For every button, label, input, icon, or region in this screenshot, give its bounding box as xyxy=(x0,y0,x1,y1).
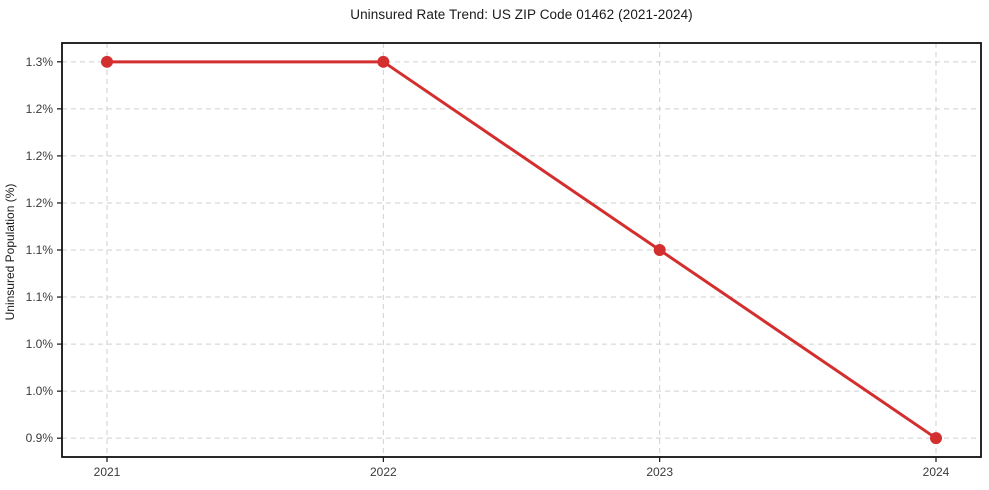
axes: 1.3% 1.2% 1.2% 1.2% 1.1% 1.1% 1.0% 1.0% 0.9% 2021… xyxy=(26,42,982,479)
data-point xyxy=(930,432,942,445)
y-tick-label: 1.0% xyxy=(26,384,54,398)
y-tick-label: 1.3% xyxy=(26,55,54,69)
gridlines xyxy=(62,43,981,457)
y-axis-label: Uninsured Population (%) xyxy=(3,184,17,321)
data-point xyxy=(101,55,113,68)
y-tick-label: 1.2% xyxy=(26,102,54,116)
y-tick-label: 1.2% xyxy=(26,149,54,163)
data-point xyxy=(377,55,390,68)
trend-line xyxy=(105,60,938,440)
plot-border xyxy=(61,42,982,458)
data-point xyxy=(653,244,666,256)
x-tick-label: 2021 xyxy=(94,465,121,479)
y-tick-label: 0.9% xyxy=(26,431,54,445)
x-tick-label: 2023 xyxy=(646,465,673,479)
y-tick-label: 1.0% xyxy=(26,337,54,351)
x-tick-label: 2022 xyxy=(370,465,397,479)
data-series xyxy=(101,55,942,445)
chart-title: Uninsured Rate Trend: US ZIP Code 01462 … xyxy=(350,7,693,22)
y-tick-label: 1.1% xyxy=(26,243,54,257)
y-tick-label: 1.2% xyxy=(26,196,54,210)
x-tick-label: 2024 xyxy=(923,465,950,479)
y-tick-label: 1.1% xyxy=(26,290,54,304)
